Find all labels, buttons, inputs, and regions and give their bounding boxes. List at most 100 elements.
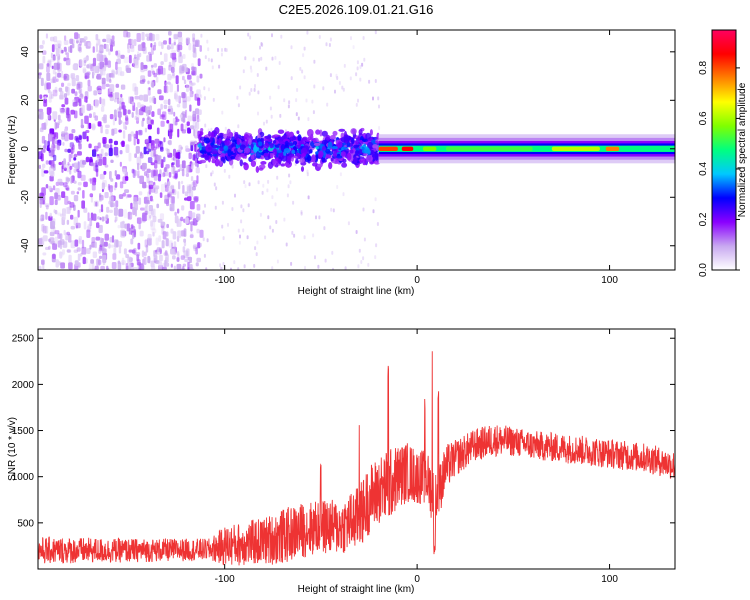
noise-cell xyxy=(68,262,73,270)
noise-cell xyxy=(123,121,127,130)
band-cell xyxy=(239,159,244,167)
noise-cell xyxy=(86,248,91,255)
noise-cell xyxy=(55,78,59,82)
noise-cell xyxy=(248,91,251,96)
noise-cell xyxy=(286,193,289,198)
band-cell xyxy=(299,158,305,163)
noise-cell xyxy=(250,68,253,73)
noise-cell xyxy=(69,45,73,53)
x-tick-label: -100 xyxy=(215,574,235,585)
noise-cell xyxy=(287,184,290,189)
noise-cell xyxy=(112,253,117,260)
noise-cell xyxy=(139,94,144,101)
noise-cell xyxy=(45,160,49,165)
noise-cell xyxy=(114,98,117,103)
noise-cell xyxy=(256,73,259,77)
noise-cell xyxy=(39,44,44,49)
noise-cell xyxy=(122,130,126,139)
noise-cell xyxy=(109,209,113,213)
noise-cell xyxy=(177,169,181,173)
noise-cell xyxy=(89,178,93,184)
noise-cell xyxy=(106,206,110,213)
noise-cell xyxy=(142,117,145,122)
noise-cell xyxy=(322,86,325,91)
noise-cell xyxy=(324,258,327,263)
noise-cell xyxy=(193,125,196,130)
noise-cell xyxy=(170,263,173,268)
noise-cell xyxy=(74,135,79,141)
noise-cell xyxy=(106,265,109,270)
noise-cell xyxy=(225,48,228,53)
noise-cell xyxy=(257,180,260,185)
noise-cell xyxy=(153,63,157,68)
noise-cell xyxy=(150,119,154,124)
noise-cell xyxy=(133,170,138,176)
band-cell xyxy=(250,143,254,150)
noise-cell xyxy=(53,62,59,70)
band-cell xyxy=(201,141,205,146)
noise-cell xyxy=(331,250,334,255)
noise-cell xyxy=(54,137,58,145)
noise-cell xyxy=(203,253,206,258)
noise-cell xyxy=(72,64,78,70)
noise-cell xyxy=(237,124,240,129)
noise-cell xyxy=(79,59,83,67)
noise-cell xyxy=(378,104,380,109)
noise-cell xyxy=(50,36,55,42)
noise-cell xyxy=(264,235,267,240)
noise-cell xyxy=(243,264,246,269)
noise-cell xyxy=(240,219,243,224)
noise-cell xyxy=(175,95,181,102)
noise-cell xyxy=(68,233,72,243)
noise-cell xyxy=(109,84,115,92)
noise-cell xyxy=(78,98,81,104)
noise-cell xyxy=(98,255,103,259)
noise-cell xyxy=(55,71,58,78)
noise-cell xyxy=(70,109,75,115)
noise-cell xyxy=(69,165,73,170)
noise-cell xyxy=(186,186,192,194)
noise-cell xyxy=(42,50,47,55)
band-cell xyxy=(230,155,236,160)
x-tick-label: 0 xyxy=(414,574,420,585)
band-cell xyxy=(269,151,274,159)
colorbar-tick-label: 0.2 xyxy=(698,212,709,226)
noise-cell xyxy=(190,176,194,182)
noise-cell xyxy=(335,73,338,78)
noise-cell xyxy=(238,240,241,245)
noise-cell xyxy=(168,37,172,45)
noise-cell xyxy=(255,252,258,257)
noise-cell xyxy=(318,215,321,220)
noise-cell xyxy=(276,175,279,180)
noise-cell xyxy=(342,87,345,92)
noise-cell xyxy=(109,171,112,180)
noise-cell xyxy=(190,164,194,170)
noise-cell xyxy=(125,263,129,270)
noise-cell xyxy=(46,82,51,90)
band-cell xyxy=(374,153,378,161)
y-tick-label: 500 xyxy=(17,518,34,529)
noise-cell xyxy=(257,90,260,95)
noise-cell xyxy=(341,85,344,90)
noise-cell xyxy=(115,239,119,248)
noise-cell xyxy=(107,35,112,39)
band-cell xyxy=(337,141,343,148)
noise-cell xyxy=(195,262,199,267)
noise-cell xyxy=(306,169,309,174)
noise-cell xyxy=(306,30,309,35)
noise-cell xyxy=(134,59,139,69)
noise-cell xyxy=(269,95,272,100)
noise-cell xyxy=(176,84,180,92)
noise-cell xyxy=(199,229,204,238)
noise-cell xyxy=(237,228,240,233)
noise-cell xyxy=(204,55,207,60)
noise-cell xyxy=(254,246,257,251)
noise-cell xyxy=(207,47,210,52)
noise-cell xyxy=(168,140,172,146)
noise-cell xyxy=(195,247,198,255)
noise-cell xyxy=(135,252,141,257)
noise-cell xyxy=(278,61,281,65)
noise-cell xyxy=(190,125,194,130)
noise-cell xyxy=(136,53,140,61)
noise-cell xyxy=(45,205,49,210)
